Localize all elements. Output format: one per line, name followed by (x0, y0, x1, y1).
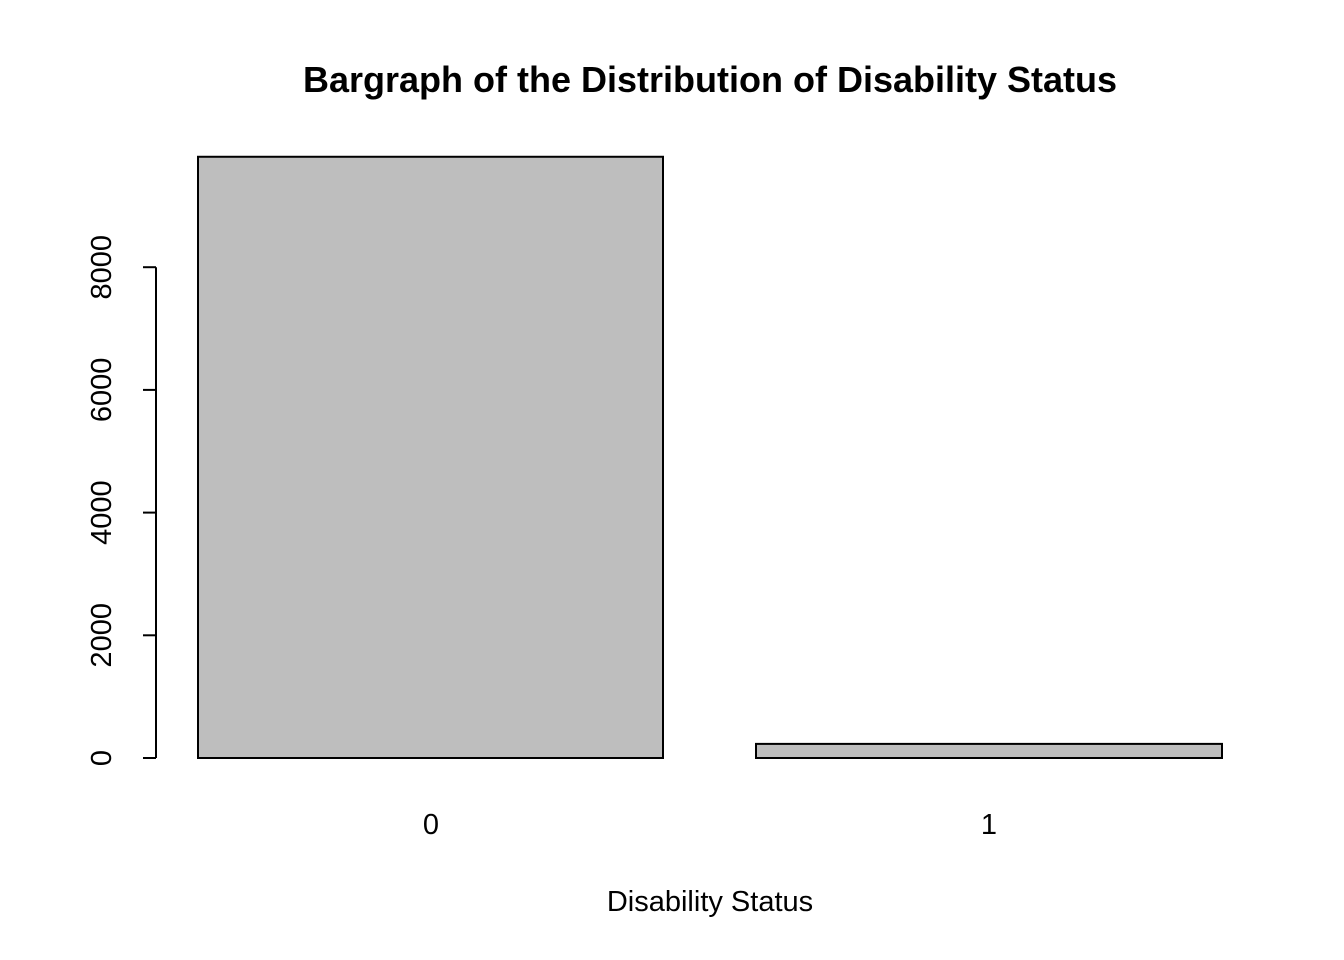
y-tick-label: 6000 (86, 358, 118, 423)
y-tick-label: 0 (86, 750, 118, 766)
x-tick-label: 0 (423, 809, 439, 841)
y-tick-label: 2000 (86, 603, 118, 668)
bar-1 (755, 742, 1223, 760)
chart-title: Bargraph of the Distribution of Disabili… (303, 59, 1117, 100)
bar-0 (197, 155, 664, 759)
bars-group (197, 155, 1223, 760)
x-tick-label: 1 (981, 809, 997, 841)
y-tick-label: 8000 (86, 235, 118, 300)
x-axis-title: Disability Status (607, 886, 813, 918)
y-axis: 0 2000 4000 6000 8000 (86, 235, 157, 766)
y-tick-label: 4000 (86, 480, 118, 545)
